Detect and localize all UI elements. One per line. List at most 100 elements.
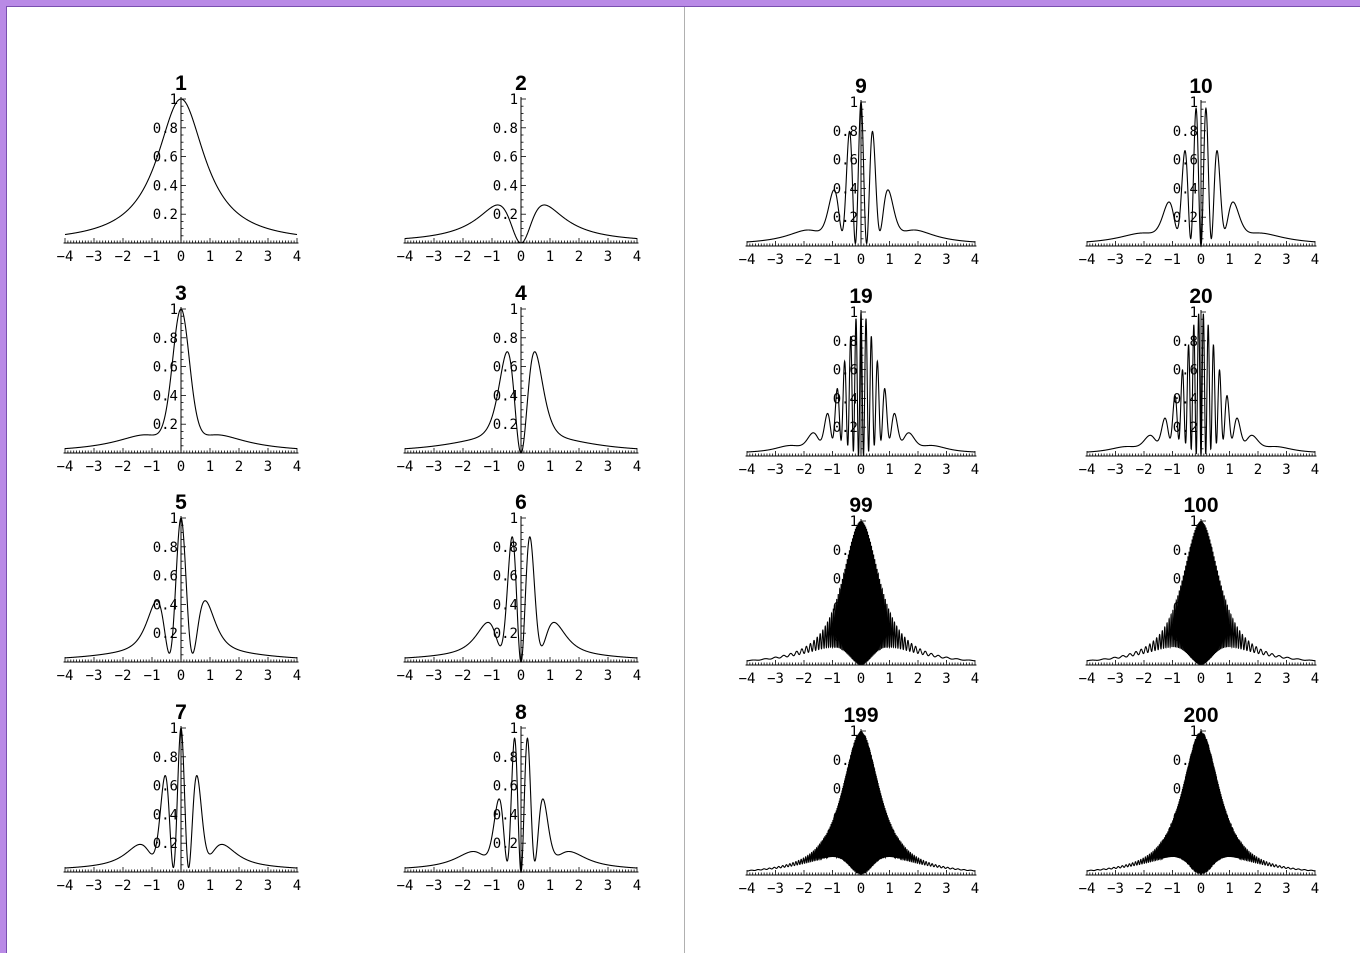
panel-title: 6: [515, 491, 527, 514]
x-tick-label: 0: [1197, 462, 1205, 478]
panel-title: 1: [175, 72, 187, 95]
x-tick-label: 0: [517, 459, 525, 475]
y-tick-label: 1: [170, 511, 178, 527]
x-tick-label: 2: [1254, 881, 1262, 897]
x-tick-label: −4: [739, 252, 756, 268]
y-tick-label: 0.6: [153, 150, 178, 166]
x-tick-label: −2: [115, 249, 132, 265]
y-tick-label: 1: [850, 305, 858, 321]
x-tick-label: −1: [484, 249, 501, 265]
x-tick-label: −4: [1079, 671, 1096, 687]
y-tick-label: 1: [1190, 724, 1198, 740]
curve: [404, 204, 638, 244]
x-tick-label: −3: [767, 462, 784, 478]
x-tick-label: −4: [1079, 881, 1096, 897]
x-tick-label: 3: [942, 671, 950, 687]
plot-panel-200: 200−4 −3 −2 −1 0 1 2 3 40.20.40.60.81: [1079, 704, 1320, 897]
y-tick-label: 1: [510, 511, 518, 527]
y-tick-label: 0.6: [493, 150, 518, 166]
y-tick-label: 1: [850, 514, 858, 530]
x-tick-label: 3: [1282, 671, 1290, 687]
y-tick-label: 0.8: [833, 124, 858, 140]
plot-panel-3: 3 −4 −3 −2 −1 0 1 2 3 4 0.2 0.4 0.6 0.8 1: [57, 282, 302, 475]
x-tick-label: 3: [1282, 881, 1290, 897]
x-tick-label: 0: [517, 878, 525, 894]
x-tick-label: −1: [824, 462, 841, 478]
curve: [1086, 521, 1316, 666]
y-tick-label: 0.8: [493, 750, 518, 766]
plot-panel-1: 1 −4 −3 −2 −1 0 1 2 3 4 0.2 0.4 0.6 0.8 1: [57, 72, 302, 265]
x-tick-label: −4: [57, 878, 74, 894]
x-tick-label: −1: [144, 249, 161, 265]
x-tick-label: 1: [1225, 881, 1233, 897]
x-tick-label: 0: [1197, 881, 1205, 897]
x-tick-label: 0: [1197, 252, 1205, 268]
curve: [747, 730, 975, 875]
x-tick-label: 4: [971, 462, 979, 478]
y-tick-label: 0.4: [153, 178, 178, 194]
x-tick-label: 4: [293, 668, 301, 684]
y-tick-label: 0.2: [493, 626, 518, 642]
x-tick-label: −2: [1136, 671, 1153, 687]
x-tick-label: 2: [914, 462, 922, 478]
plot-panel-5: 5−4 −3 −2 −1 0 1 2 3 40.20.40.60.81: [57, 491, 302, 684]
y-tick-label: 1: [170, 721, 178, 737]
x-tick-label: −2: [796, 252, 813, 268]
y-tick-label: 0.6: [493, 360, 518, 376]
x-tick-label: 4: [1311, 671, 1319, 687]
x-tick-label: 2: [1254, 462, 1262, 478]
x-tick-label: −3: [426, 459, 443, 475]
x-tick-label: −3: [767, 881, 784, 897]
panel-title: 3: [175, 282, 187, 305]
y-tick-label: 1: [1190, 95, 1198, 111]
curve: [404, 536, 638, 663]
x-tick-label: 4: [633, 878, 641, 894]
x-tick-label: 2: [914, 252, 922, 268]
y-tick-label: 0.6: [153, 779, 178, 795]
curve: [404, 351, 638, 454]
plot-panel-8: 8 −4 −3 −2 −1 0 1 2 3 4 0.2 0.4 0.6 0.8 1: [397, 701, 642, 894]
x-tick-label: −1: [1164, 462, 1181, 478]
curve: [1086, 731, 1316, 876]
y-tick-label: 0.4: [1173, 391, 1198, 407]
x-tick-label: 2: [235, 249, 243, 265]
x-tick-label: 4: [971, 881, 979, 897]
x-tick-label: 1: [546, 668, 554, 684]
y-tick-label: 1: [850, 95, 858, 111]
curve: [64, 517, 298, 659]
x-tick-label: −1: [144, 878, 161, 894]
x-tick-label: 0: [177, 878, 185, 894]
x-tick-label: −2: [1136, 252, 1153, 268]
x-tick-label: 2: [575, 668, 583, 684]
x-tick-label: −3: [426, 249, 443, 265]
x-tick-label: 4: [971, 252, 979, 268]
x-tick-label: 1: [546, 878, 554, 894]
x-tick-label: −2: [796, 462, 813, 478]
y-tick-label: 0.6: [493, 569, 518, 585]
y-tick-label: 1: [850, 724, 858, 740]
y-tick-label: 0.8: [493, 540, 518, 556]
x-tick-label: −2: [455, 459, 472, 475]
x-tick-label: 3: [604, 459, 612, 475]
x-tick-label: 2: [235, 878, 243, 894]
x-tick-label: −1: [824, 252, 841, 268]
panel-title: 5: [175, 491, 187, 514]
x-tick-label: −1: [484, 668, 501, 684]
x-tick-label: −1: [484, 878, 501, 894]
y-tick-label: 0.6: [493, 779, 518, 795]
y-tick-label: 0.8: [833, 334, 858, 350]
plot-panel-20: 20−4 −3 −2 −1 0 1 2 3 40.20.40.60.81: [1079, 285, 1320, 478]
x-tick-label: 0: [1197, 671, 1205, 687]
x-tick-label: 3: [942, 462, 950, 478]
y-tick-label: 1: [170, 92, 178, 108]
x-tick-label: −3: [1107, 462, 1124, 478]
x-tick-label: −3: [86, 249, 103, 265]
x-tick-label: 3: [942, 252, 950, 268]
x-tick-label: 4: [1311, 881, 1319, 897]
x-tick-label: 0: [177, 459, 185, 475]
x-tick-label: −4: [397, 459, 414, 475]
panel-title: 9: [855, 75, 867, 98]
panel-title: 10: [1189, 75, 1212, 98]
y-tick-label: 0.8: [1173, 124, 1198, 140]
y-tick-label: 1: [1190, 305, 1198, 321]
